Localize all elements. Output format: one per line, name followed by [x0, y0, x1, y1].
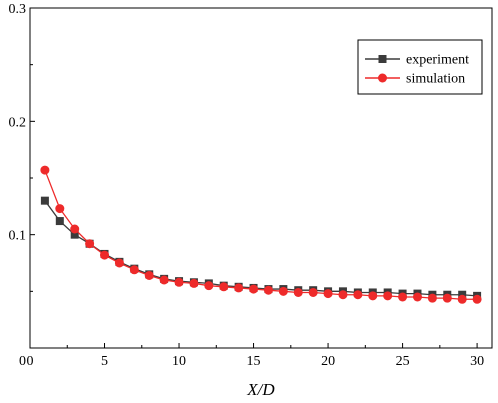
simulation-point: [427, 293, 437, 303]
simulation-point: [368, 291, 378, 301]
simulation-point: [278, 286, 288, 296]
simulation-point: [100, 250, 110, 260]
legend-simulation-label: simulation: [406, 72, 465, 87]
simulation-point: [249, 284, 259, 294]
simulation-point: [40, 165, 50, 175]
simulation-point: [85, 239, 95, 249]
simulation-point: [293, 287, 303, 297]
legend-box: [357, 39, 483, 95]
simulation-point: [338, 290, 348, 300]
simulation-point: [412, 292, 422, 302]
simulation-point: [114, 258, 124, 268]
x-axis-title: X/D: [246, 380, 275, 399]
simulation-point: [70, 224, 80, 234]
experiment-line: [44, 200, 478, 297]
x-axis-ticks: 0 5 10 15 20 25 30: [27, 343, 484, 369]
simulation-point: [442, 293, 452, 303]
simulation-point: [323, 289, 333, 299]
x-tick-label: 5: [101, 354, 108, 369]
simulation-point: [219, 282, 229, 292]
x-tick-label: 10: [172, 354, 186, 369]
experiment-point: [458, 290, 467, 299]
simulation-point: [308, 287, 318, 297]
simulation-point: [204, 281, 214, 291]
x-tick-label: 30: [470, 354, 484, 369]
simulation-point: [144, 270, 154, 280]
x-tick-label: 25: [396, 354, 410, 369]
simulation-point: [55, 204, 65, 214]
y-tick-label: 0: [19, 354, 26, 369]
x-tick-label: 0: [27, 354, 34, 369]
x-tick-label: 20: [321, 354, 335, 369]
y-tick-label: 0.2: [9, 115, 27, 130]
legend-experiment-marker: [378, 55, 387, 63]
simulation-point: [383, 291, 393, 301]
legend: experiment simulation: [357, 39, 483, 95]
simulation-point: [174, 277, 184, 287]
simulation-point: [398, 292, 408, 302]
y-tick-label: 0.3: [9, 2, 27, 17]
legend-experiment-label: experiment: [406, 53, 469, 68]
simulation-line: [44, 169, 478, 300]
simulation-point: [472, 294, 482, 304]
simulation-point: [353, 290, 363, 300]
simulation-point: [263, 285, 273, 295]
y-axis-ticks: 0 0.1 0.2 0.3: [9, 2, 35, 369]
experiment-point: [70, 230, 79, 239]
simulation-point: [129, 265, 139, 275]
experiment-point: [40, 196, 49, 205]
simulation-point: [159, 275, 169, 285]
x-tick-label: 15: [247, 354, 261, 369]
simulation-point: [457, 294, 467, 304]
experiment-point: [55, 217, 64, 226]
legend-simulation-marker: [378, 73, 387, 83]
series-layer: [40, 165, 482, 304]
simulation-point: [189, 278, 199, 288]
simulation-point: [234, 283, 244, 293]
y-tick-label: 0.1: [9, 229, 27, 244]
